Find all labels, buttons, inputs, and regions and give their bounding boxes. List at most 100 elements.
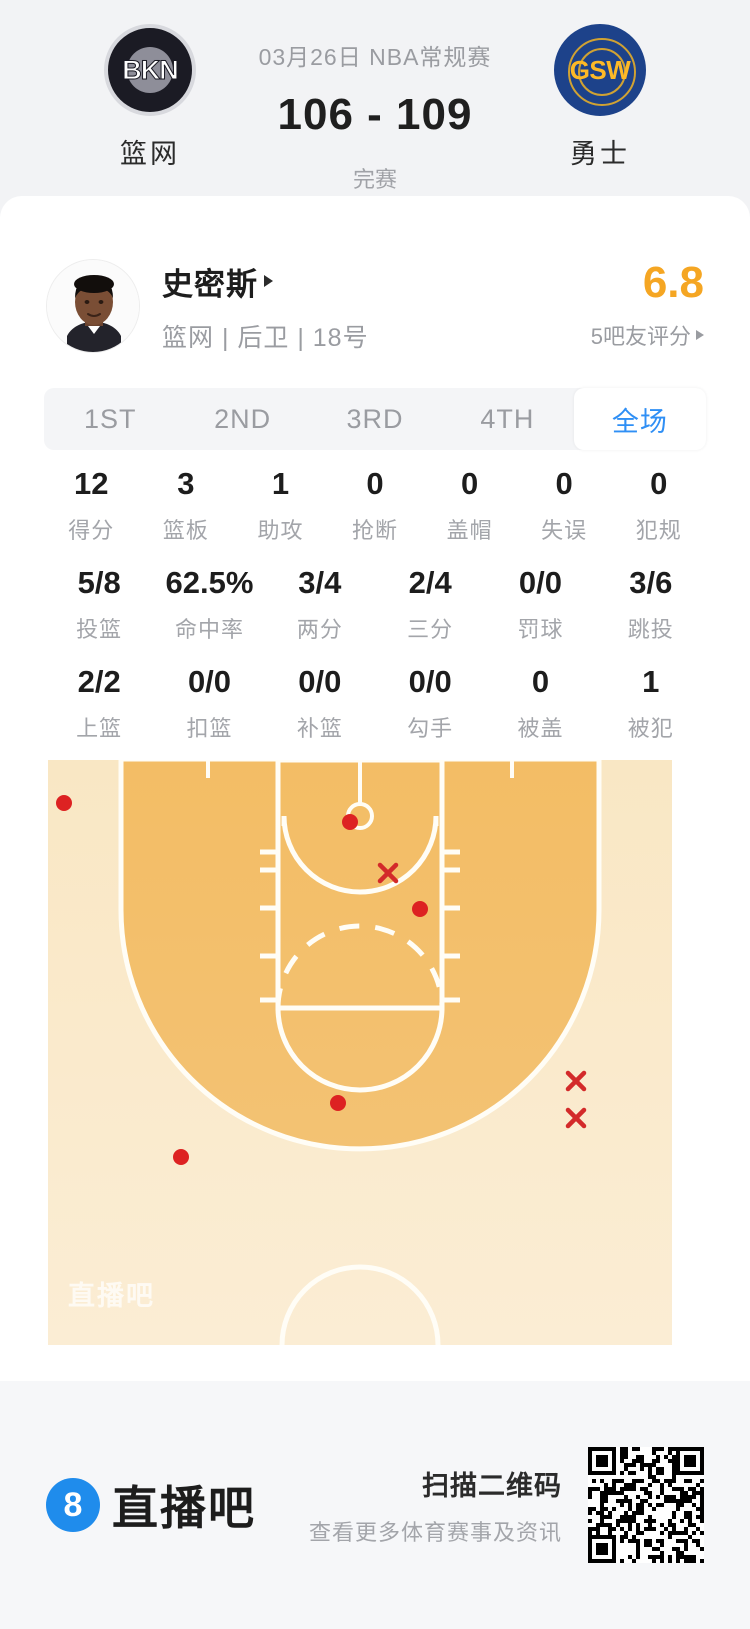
tab-2nd[interactable]: 2ND xyxy=(214,403,272,434)
brand-name: 直播吧 xyxy=(112,1482,256,1534)
stat-label: 跳投 xyxy=(627,617,674,642)
player-rating[interactable]: 6.8 5吧友评分 xyxy=(591,261,704,351)
qr-block: 扫描二维码 查看更多体育赛事及资讯 xyxy=(309,1447,704,1563)
stat-cell-三分: 2/4 三分 xyxy=(375,567,485,644)
stat-value: 3/6 xyxy=(629,565,673,600)
player-card: 史密斯 篮网 | 后卫 | 18号 6.8 5吧友评分 1ST 2ND 3RD 4TH… xyxy=(0,196,750,1381)
scan-title: 扫描二维码 xyxy=(422,1470,562,1501)
shot-marker-made xyxy=(412,901,428,917)
qr-code-icon[interactable] xyxy=(588,1447,704,1563)
stat-label: 抢断 xyxy=(352,518,399,543)
stat-label: 扣篮 xyxy=(186,716,233,741)
shot-marker-missed xyxy=(565,1107,587,1129)
stat-cell-盖帽: 0 盖帽 xyxy=(422,468,517,545)
stat-label: 被犯 xyxy=(627,716,674,741)
player-avatar[interactable] xyxy=(46,259,140,353)
stat-value: 0/0 xyxy=(187,664,232,699)
stat-table: 12 得分 3 篮板 1 助攻 0 抢断 0 盖帽 0 失误 0 犯规 5/8 投篮 62.5% 命中率 3/4 两分… xyxy=(44,468,706,765)
stat-cell-助攻: 1 助攻 xyxy=(233,468,328,545)
shot-chart[interactable]: 直播吧 xyxy=(48,760,672,1345)
stat-value: 0 xyxy=(366,466,384,501)
stat-cell-被盖: 0 被盖 xyxy=(485,666,595,743)
stat-row: 12 得分 3 篮板 1 助攻 0 抢断 0 盖帽 0 失误 0 犯规 xyxy=(44,468,706,545)
player-team-position-number: 篮网 | 后卫 | 18号 xyxy=(162,323,369,352)
stat-value: 0/0 xyxy=(298,664,342,699)
shot-marker-made xyxy=(173,1149,189,1165)
stat-value: 12 xyxy=(74,466,109,501)
brand-logo[interactable]: 8 直播吧 xyxy=(46,1472,256,1538)
stat-value: 0 xyxy=(650,466,668,501)
match-summary: 03月26日 NBA常规赛 106 - 109 完赛 xyxy=(240,24,510,194)
stat-label: 投篮 xyxy=(76,617,123,642)
brooklyn-nets-logo-icon: BKN xyxy=(104,24,196,116)
stat-value: 2/2 xyxy=(77,664,121,699)
stat-value: 0/0 xyxy=(518,565,563,600)
footer-bar: 8 直播吧 扫描二维码 查看更多体育赛事及资讯 xyxy=(0,1381,750,1629)
chevron-right-small-icon xyxy=(696,330,704,340)
stat-label: 罚球 xyxy=(517,617,564,642)
stat-cell-命中率: 62.5% 命中率 xyxy=(154,567,264,644)
stat-label: 勾手 xyxy=(407,716,454,741)
rating-label-line[interactable]: 5吧友评分 xyxy=(591,319,704,351)
away-team-name: 勇士 xyxy=(570,139,630,169)
rating-label: 5吧友评分 xyxy=(590,324,691,349)
stat-value: 0 xyxy=(460,466,479,501)
stat-label: 得分 xyxy=(68,518,115,543)
player-name-line[interactable]: 史密斯 xyxy=(162,259,591,304)
home-team-abbr: BKN xyxy=(122,54,179,85)
stat-value: 2/4 xyxy=(408,565,452,600)
tab-4th[interactable]: 4TH xyxy=(480,403,535,434)
stat-value: 3 xyxy=(177,466,195,501)
stat-cell-被犯: 1 被犯 xyxy=(596,666,706,743)
tab-3rd[interactable]: 3RD xyxy=(346,403,404,434)
stat-cell-得分: 12 得分 xyxy=(44,468,139,545)
stat-value: 1 xyxy=(642,664,660,699)
home-team-name: 篮网 xyxy=(120,139,180,169)
stat-label: 篮板 xyxy=(162,518,209,543)
stat-row: 2/2 上篮 0/0 扣篮 0/0 补篮 0/0 勾手 0 被盖 1 被犯 xyxy=(44,666,706,743)
rating-value: 6.8 xyxy=(642,258,704,307)
shot-marker-made xyxy=(330,1095,346,1111)
stat-cell-投篮: 5/8 投篮 xyxy=(44,567,154,644)
scan-subtitle: 查看更多体育赛事及资讯 xyxy=(308,1519,562,1545)
shot-marker-made xyxy=(56,795,72,811)
away-team[interactable]: GSW 勇士 xyxy=(510,24,690,171)
stat-cell-补篮: 0/0 补篮 xyxy=(265,666,375,743)
stat-cell-犯规: 0 犯规 xyxy=(611,468,706,545)
stat-cell-扣篮: 0/0 扣篮 xyxy=(154,666,264,743)
stat-value: 1 xyxy=(271,466,290,501)
stat-value: 0/0 xyxy=(408,664,452,699)
shot-chart-watermark: 直播吧 xyxy=(68,1281,155,1311)
stat-cell-勾手: 0/0 勾手 xyxy=(375,666,485,743)
stat-label: 助攻 xyxy=(257,518,304,543)
away-team-abbr: GSW xyxy=(569,54,631,85)
stat-value: 0 xyxy=(531,664,550,699)
stat-cell-抢断: 0 抢断 xyxy=(328,468,423,545)
golden-state-warriors-logo-icon: GSW xyxy=(554,24,646,116)
shot-marker-missed xyxy=(565,1070,587,1092)
chevron-right-icon xyxy=(264,275,273,287)
scan-text: 扫描二维码 查看更多体育赛事及资讯 xyxy=(309,1464,562,1547)
stat-value: 0 xyxy=(555,466,573,501)
stat-label: 两分 xyxy=(296,617,343,642)
stat-label: 犯规 xyxy=(635,518,682,543)
tab-全场[interactable]: 全场 xyxy=(573,388,707,450)
brand-badge-icon: 8 xyxy=(46,1478,100,1532)
stat-cell-上篮: 2/2 上篮 xyxy=(44,666,154,743)
stat-label: 上篮 xyxy=(76,716,123,741)
stat-label: 补篮 xyxy=(296,716,343,741)
stat-value: 3/4 xyxy=(298,565,342,600)
player-header-row: 史密斯 篮网 | 后卫 | 18号 6.8 5吧友评分 xyxy=(0,236,750,376)
home-team[interactable]: BKN 篮网 xyxy=(60,24,240,171)
stat-cell-失误: 0 失误 xyxy=(517,468,612,545)
stat-label: 被盖 xyxy=(517,716,564,741)
tab-1st[interactable]: 1ST xyxy=(83,403,137,434)
shot-marker-made xyxy=(342,814,358,830)
stat-value: 62.5% xyxy=(165,565,254,600)
match-label: 03月26日 NBA常规赛 xyxy=(258,44,492,70)
shot-marker-missed xyxy=(377,862,399,884)
stat-label: 盖帽 xyxy=(446,518,493,543)
stat-cell-篮板: 3 篮板 xyxy=(139,468,234,545)
stat-label: 失误 xyxy=(541,518,588,543)
